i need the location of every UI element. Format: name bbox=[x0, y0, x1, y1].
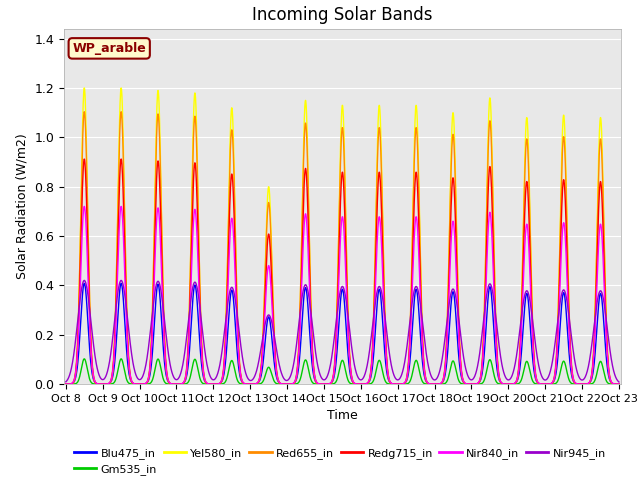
Legend: Blu475_in, Gm535_in, Yel580_in, Red655_in, Redg715_in, Nir840_in, Nir945_in: Blu475_in, Gm535_in, Yel580_in, Red655_i… bbox=[70, 444, 611, 480]
Text: WP_arable: WP_arable bbox=[72, 42, 146, 55]
Title: Incoming Solar Bands: Incoming Solar Bands bbox=[252, 6, 433, 24]
Y-axis label: Solar Radiation (W/m2): Solar Radiation (W/m2) bbox=[16, 133, 29, 279]
X-axis label: Time: Time bbox=[327, 409, 358, 422]
